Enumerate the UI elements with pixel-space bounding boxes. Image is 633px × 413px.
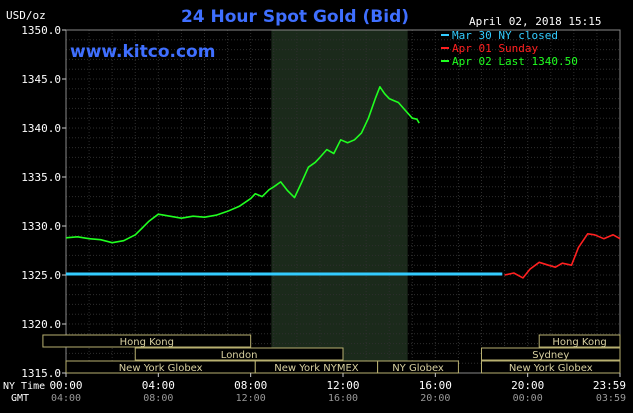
gmt-label: GMT [11,393,29,404]
session-box: New York Globex [481,360,621,374]
y-tick-label: 1320.0 [21,318,61,331]
legend-label: Apr 02 Last 1340.50 [452,55,578,68]
session-box: London [134,347,344,361]
x-tick-label-gmt: 04:00 [51,393,81,404]
y-tick-label: 1350.0 [21,24,61,37]
series-line [504,233,621,279]
session-box-label: New York Globex [119,363,203,374]
y-tick-label: 1330.0 [21,220,61,233]
y-tick-label: 1335.0 [21,171,61,184]
session-box: Sydney [481,347,621,361]
session-box: NY Globex [377,360,459,374]
timestamp: April 02, 2018 15:15 [469,15,601,28]
x-tick-label-gmt: 16:00 [328,393,358,404]
x-tick-label-gmt: 00:00 [513,393,543,404]
session-box-frame [134,347,344,361]
session-box-label: London [221,350,258,361]
session-box-frame [481,360,621,374]
watermark: www.kitco.com [70,42,215,62]
x-tick-label-ny: 12:00 [326,379,359,392]
ny-time-label: NY Time [3,381,45,392]
x-tick-label-ny: 16:00 [419,379,452,392]
y-tick-label: 1315.0 [21,367,61,380]
session-box: Hong Kong [42,334,252,348]
x-tick-label-ny: 20:00 [511,379,544,392]
x-tick-label-gmt: 03:59 [596,393,626,404]
session-box: Hong Kong [538,334,621,348]
series-line [65,86,420,244]
x-tick-label-ny: 23:59 [593,379,626,392]
session-box-label: Sydney [532,350,569,361]
y-tick-label: 1325.0 [21,269,61,282]
session-highlight [271,30,408,373]
legend-label: Mar 30 NY closed [452,29,558,42]
x-tick-label-gmt: 08:00 [143,393,173,404]
session-box: New York NYMEX [254,360,379,374]
session-box-label: Hong Kong [552,337,606,348]
session-box: New York Globex [65,360,256,374]
session-box-frame [42,334,252,348]
session-box-label: NY Globex [392,363,444,374]
session-box-label: New York Globex [509,363,593,374]
session-box-frame [538,334,621,348]
y-axis-title: USD/oz [6,9,46,22]
x-tick-label-gmt: 20:00 [420,393,450,404]
session-box-frame [377,360,459,374]
session-box-label: New York NYMEX [274,363,359,374]
x-tick-label-ny: 04:00 [142,379,175,392]
legend-label: Apr 01 Sunday [452,42,538,55]
chart-title: 24 Hour Spot Gold (Bid) [181,7,409,27]
y-tick-label: 1345.0 [21,73,61,86]
session-box-frame [481,347,621,361]
x-tick-label-ny: 00:00 [49,379,82,392]
y-tick-label: 1340.0 [21,122,61,135]
session-box-label: Hong Kong [120,337,174,348]
x-tick-label-ny: 08:00 [234,379,267,392]
x-tick-label-gmt: 12:00 [236,393,266,404]
